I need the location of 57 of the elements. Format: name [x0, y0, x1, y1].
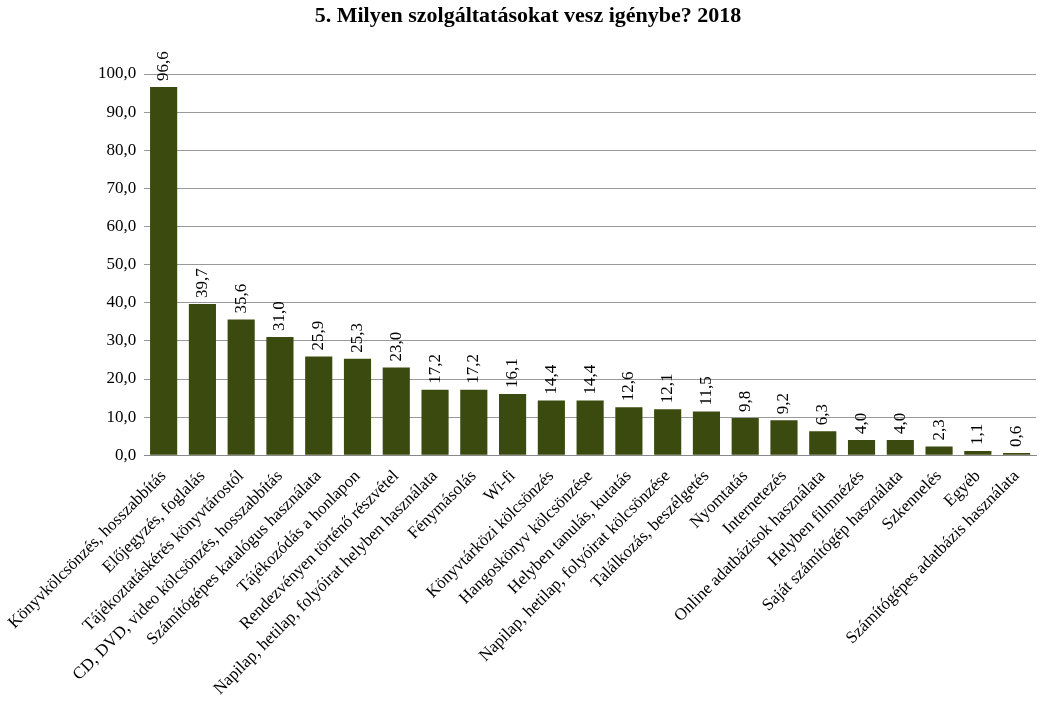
bar: [809, 431, 837, 455]
y-tick-label: 60,0: [106, 215, 137, 235]
bar: [654, 409, 682, 455]
bar: [305, 356, 333, 455]
bar: [460, 389, 488, 455]
bar: [421, 389, 449, 455]
bar: [886, 440, 914, 455]
data-label: 12,6: [618, 371, 638, 402]
data-label: 25,9: [308, 320, 328, 351]
bar: [847, 440, 876, 455]
data-label: 39,7: [191, 267, 211, 298]
data-label: 0,6: [1006, 425, 1026, 447]
data-label: 14,4: [540, 364, 560, 395]
data-label: 12,1: [657, 373, 677, 404]
data-label: 25,3: [346, 323, 366, 353]
data-label: 4,0: [889, 412, 909, 435]
bar: [692, 411, 721, 455]
bar: [576, 400, 604, 455]
y-tick-label: 0,0: [115, 444, 137, 464]
bar: [925, 446, 953, 455]
data-label: 23,0: [385, 331, 405, 362]
bar: [150, 86, 178, 455]
bar: [731, 417, 759, 455]
y-tick-label: 70,0: [106, 177, 137, 197]
y-tick-label: 100,0: [98, 63, 137, 83]
data-label: 4,0: [851, 412, 870, 435]
y-tick-label: 10,0: [106, 406, 137, 426]
bar: [266, 337, 294, 455]
data-label: 14,4: [579, 364, 599, 395]
y-tick-label: 80,0: [106, 139, 137, 159]
data-label: 11,5: [695, 376, 715, 406]
data-label: 9,8: [734, 390, 754, 412]
y-tick-label: 90,0: [106, 101, 137, 121]
data-label: 96,6: [153, 51, 173, 81]
data-label: 1,1: [967, 423, 987, 446]
data-label: 35,6: [230, 283, 250, 314]
y-tick-label: 40,0: [106, 292, 137, 312]
y-tick-label: 50,0: [106, 254, 137, 274]
data-label: 17,2: [463, 353, 483, 384]
bar: [382, 367, 410, 455]
bar: [227, 319, 255, 455]
bar: [188, 303, 216, 455]
data-label: 6,3: [812, 404, 832, 426]
data-label: 2,3: [928, 419, 948, 441]
y-tick-label: 20,0: [106, 368, 137, 388]
chart-title: 5. Milyen szolgáltatásokat vesz igénybe? 2018: [313, 1, 743, 29]
data-label: 17,2: [424, 353, 444, 384]
bar: [537, 400, 565, 455]
bar: [964, 451, 992, 455]
data-label: 16,1: [502, 358, 522, 388]
y-tick-label: 30,0: [106, 330, 137, 350]
data-label: 31,0: [269, 301, 289, 332]
bar: [499, 393, 527, 455]
bar: [343, 358, 372, 455]
bar: [615, 407, 643, 455]
data-label: 9,2: [773, 392, 793, 415]
bar: [770, 420, 798, 455]
